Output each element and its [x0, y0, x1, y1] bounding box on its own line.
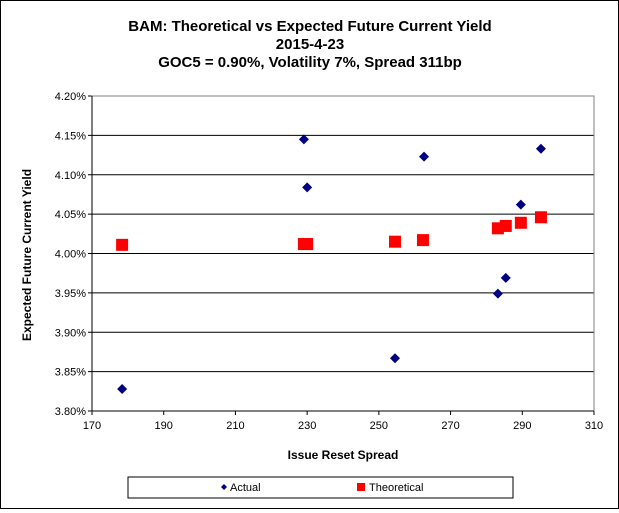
theoretical-point [388, 235, 401, 248]
y-tick-label: 4.20% [55, 91, 86, 103]
legend-theoretical-marker [357, 483, 365, 491]
y-tick-label: 3.95% [55, 288, 86, 300]
actual-point [389, 353, 400, 364]
y-tick-label: 4.00% [55, 249, 86, 261]
legend-actual-marker [221, 484, 227, 490]
y-tick-label: 3.85% [55, 367, 86, 379]
theoretical-point [534, 211, 547, 224]
actual-point [515, 199, 526, 210]
x-tick-label: 310 [585, 420, 603, 432]
legend: Actual Theoretical [127, 476, 514, 499]
theoretical-point [116, 238, 129, 251]
y-tick-label: 4.15% [55, 130, 86, 142]
actual-point [419, 151, 430, 162]
theoretical-point [514, 216, 527, 229]
legend-actual-label: Actual [230, 482, 261, 494]
theoretical-point [301, 238, 314, 251]
y-axis-label: Expected Future Current Yield [20, 169, 34, 341]
actual-point [117, 383, 128, 394]
actual-point [535, 143, 546, 154]
actual-point [302, 182, 313, 193]
x-tick-label: 290 [513, 420, 531, 432]
actual-point [492, 288, 503, 299]
chart-title-line-3: GOC5 = 0.90%, Volatility 7%, Spread 311b… [158, 54, 462, 71]
chart-title-line-1: BAM: Theoretical vs Expected Future Curr… [128, 18, 491, 35]
y-tick-label: 4.05% [55, 209, 86, 221]
x-tick-label: 230 [298, 420, 316, 432]
y-tick-label: 3.80% [55, 406, 86, 418]
legend-theoretical-label: Theoretical [369, 482, 423, 494]
y-tick-label: 4.10% [55, 170, 86, 182]
y-tick-label: 3.90% [55, 327, 86, 339]
actual-point [500, 272, 511, 283]
x-tick-label: 190 [155, 420, 173, 432]
x-tick-label: 270 [441, 420, 459, 432]
x-axis-label: Issue Reset Spread [288, 448, 399, 462]
x-tick-label: 210 [226, 420, 244, 432]
x-tick-label: 170 [83, 420, 101, 432]
theoretical-point [499, 219, 512, 232]
chart-title-line-2: 2015-4-23 [276, 36, 344, 53]
x-tick-label: 250 [370, 420, 388, 432]
theoretical-point [416, 234, 429, 247]
actual-point [298, 134, 309, 145]
